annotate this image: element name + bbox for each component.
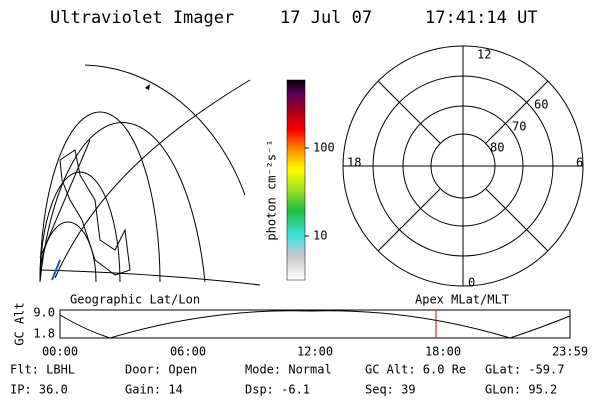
time: 17:41:14 UT bbox=[425, 8, 538, 28]
mlat-label: 80 bbox=[490, 141, 504, 155]
status-field: Seq: 39 bbox=[365, 383, 416, 397]
colorbar bbox=[286, 79, 306, 281]
geo-label: Geographic Lat/Lon bbox=[70, 293, 200, 307]
time-tick-label: 18:00 bbox=[425, 345, 461, 359]
title: Ultraviolet Imager bbox=[50, 8, 234, 28]
status-field: GLon: 95.2 bbox=[485, 383, 557, 397]
alt-tick-label: 9.0 bbox=[33, 306, 55, 320]
alt-label: GC Alt bbox=[13, 302, 27, 345]
status-field: Dsp: -6.1 bbox=[245, 383, 310, 397]
polar-plot bbox=[342, 45, 584, 287]
geo-map bbox=[39, 64, 261, 286]
mlt-label: 12 bbox=[477, 48, 491, 62]
status-field: IP: 36.0 bbox=[10, 383, 68, 397]
mlat-label: 60 bbox=[534, 98, 548, 112]
date: 17 Jul 07 bbox=[280, 8, 372, 28]
colorbar-tick-label: 10 bbox=[313, 229, 327, 243]
status-field: Door: Open bbox=[125, 363, 197, 377]
altitude-plot bbox=[59, 309, 571, 339]
status-panel: Flt: LBHL Door: Open Mode: Normal GC Alt: 6… bbox=[10, 363, 564, 397]
colorbar-tick-label: 100 bbox=[313, 141, 335, 155]
altitude-curve bbox=[59, 310, 571, 339]
time-tick-label: 23:59 bbox=[552, 345, 588, 359]
mlt-label: 0 bbox=[468, 276, 475, 290]
mlt-label: 6 bbox=[576, 156, 583, 170]
status-field: GC Alt: 6.0 Re bbox=[365, 363, 466, 377]
alt-tick-label: 1.8 bbox=[33, 327, 55, 341]
time-tick-label: 12:00 bbox=[297, 345, 333, 359]
time-tick-label: 00:00 bbox=[42, 345, 78, 359]
time-tick-label: 06:00 bbox=[170, 345, 206, 359]
polar-label: Apex MLat/MLT bbox=[415, 293, 509, 307]
status-field: Gain: 14 bbox=[125, 383, 183, 397]
mlt-label: 18 bbox=[347, 156, 361, 170]
colorbar-label: photon cm⁻²s⁻¹ bbox=[265, 139, 279, 240]
status-field: Mode: Normal bbox=[245, 363, 332, 377]
status-field: GLat: -59.7 bbox=[485, 363, 564, 377]
status-field: Flt: LBHL bbox=[10, 363, 75, 377]
mlat-label: 70 bbox=[512, 120, 526, 134]
